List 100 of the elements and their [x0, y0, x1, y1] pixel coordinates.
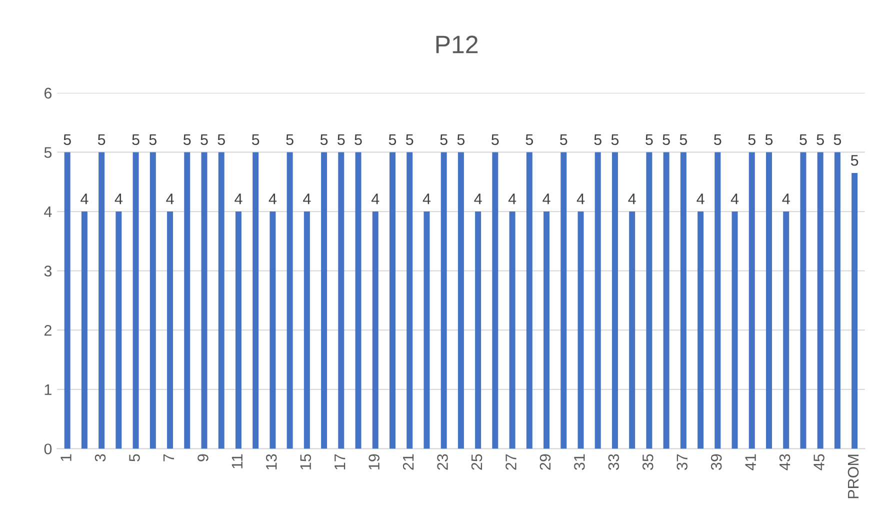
data-label: 5	[354, 134, 362, 146]
bar	[629, 212, 636, 449]
bar	[64, 152, 70, 449]
data-label: 4	[782, 194, 790, 204]
bar	[235, 212, 242, 449]
bar	[526, 152, 532, 449]
y-tick-label: 5	[44, 147, 52, 158]
data-label: 5	[98, 134, 106, 146]
data-label: 4	[114, 194, 122, 204]
data-label: 5	[183, 134, 191, 146]
x-tick-label: 21	[402, 454, 414, 470]
bar	[766, 152, 772, 449]
data-label: 4	[422, 194, 431, 204]
x-tick-label: 11	[232, 454, 242, 468]
bar	[286, 152, 293, 449]
bar	[680, 152, 686, 449]
x-tick-label: 1	[60, 454, 72, 461]
bar	[492, 152, 498, 449]
bar	[81, 212, 88, 449]
bar	[201, 152, 208, 449]
data-label: 5	[834, 134, 842, 146]
data-label: 5	[765, 134, 773, 146]
data-label: 5	[646, 134, 653, 146]
bar	[458, 152, 464, 449]
bar	[732, 212, 738, 449]
bar	[646, 152, 652, 449]
bar	[714, 152, 721, 449]
data-label: 4	[576, 194, 585, 204]
x-tick-label: 43	[779, 454, 790, 470]
x-tick-label: 39	[710, 454, 722, 470]
bar	[150, 152, 156, 449]
y-tick-label: 6	[44, 88, 52, 99]
bar	[475, 212, 482, 449]
bar	[218, 152, 224, 449]
chart-title: P12	[436, 36, 478, 54]
data-label: 5	[440, 134, 448, 146]
x-tick-label: 5	[129, 454, 140, 462]
bar	[594, 152, 601, 449]
bar	[509, 212, 516, 449]
data-label: 5	[457, 134, 465, 146]
data-label: 4	[234, 194, 242, 204]
y-tick-label: 4	[44, 206, 52, 218]
data-label: 5	[406, 134, 414, 146]
data-label: 5	[320, 134, 328, 146]
data-label: 4	[628, 194, 636, 204]
data-label: 5	[388, 134, 396, 146]
x-tick-label: 17	[334, 454, 346, 470]
bar	[338, 152, 344, 449]
bar	[304, 212, 310, 449]
x-tick-label: 15	[300, 454, 312, 470]
data-label: 4	[303, 194, 311, 204]
data-label: 5	[850, 155, 858, 166]
bar	[270, 212, 276, 449]
bar	[698, 212, 704, 449]
data-label: 5	[611, 134, 619, 146]
x-tick-label: 31	[574, 454, 585, 470]
data-label: 4	[730, 194, 739, 204]
y-tick-label: 1	[44, 384, 52, 395]
bar	[116, 212, 122, 449]
y-tick-label: 2	[44, 324, 52, 336]
data-label: 5	[594, 134, 602, 146]
data-label: 4	[696, 194, 704, 204]
y-tick-label: 0	[44, 444, 52, 454]
bar	[184, 152, 190, 449]
x-tick-label: 27	[506, 454, 516, 470]
data-label: 5	[748, 134, 756, 146]
bar	[834, 152, 840, 449]
data-label: 4	[166, 194, 174, 204]
bar	[578, 212, 584, 449]
x-tick-label: 25	[471, 454, 482, 470]
x-tick-label: 3	[94, 454, 106, 462]
x-tick-label: 37	[676, 454, 688, 470]
bar	[252, 152, 259, 449]
bar	[390, 152, 396, 449]
x-tick-label: 29	[540, 454, 551, 470]
data-label: 5	[680, 134, 688, 146]
data-label: 5	[64, 134, 71, 146]
data-label: 4	[542, 194, 550, 204]
data-label: 5	[800, 134, 807, 146]
data-label: 5	[816, 134, 824, 146]
x-tick-label: 41	[745, 454, 756, 470]
y-tick-label: 3	[44, 266, 52, 276]
bar	[355, 152, 362, 449]
bar	[852, 172, 858, 449]
x-tick-label: 35	[642, 454, 654, 470]
data-label: 5	[714, 134, 722, 146]
data-label: 5	[132, 134, 140, 146]
data-label: 5	[218, 134, 225, 146]
bar	[132, 152, 139, 449]
data-label: 5	[149, 134, 157, 146]
bar	[800, 152, 806, 449]
x-tick-label: 45	[814, 454, 824, 470]
data-label: 5	[252, 134, 260, 146]
data-label: 4	[474, 194, 482, 204]
data-label: 4	[508, 194, 516, 204]
x-tick-label: 33	[608, 454, 620, 470]
data-label: 5	[492, 134, 499, 146]
x-tick-label: 9	[198, 454, 208, 462]
bar	[167, 212, 174, 449]
bar	[748, 152, 755, 449]
